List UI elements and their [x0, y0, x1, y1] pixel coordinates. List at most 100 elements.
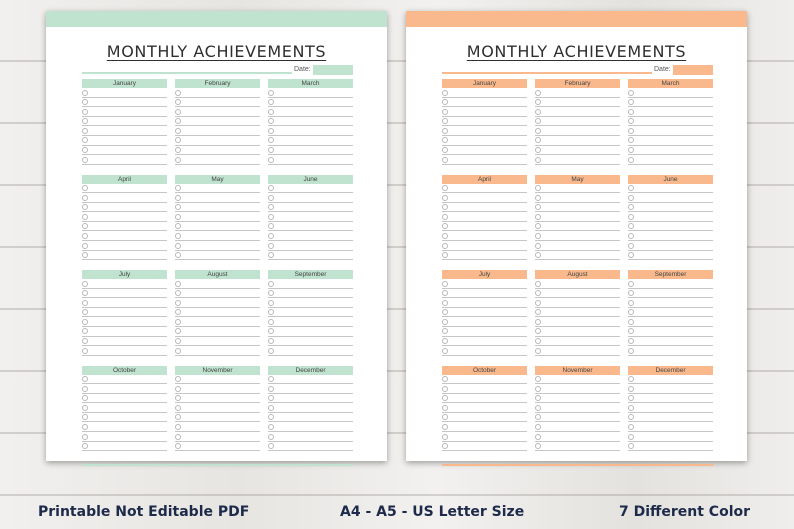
achievement-line — [175, 203, 260, 213]
achievement-line — [535, 298, 620, 308]
achievement-line — [535, 442, 620, 452]
achievement-line — [82, 432, 167, 442]
checkbox-circle-icon — [628, 290, 634, 297]
checkbox-circle-icon — [442, 127, 448, 134]
achievement-line — [268, 375, 353, 385]
checkbox-circle-icon — [82, 328, 88, 335]
achievement-line — [628, 337, 713, 347]
achievement-line — [628, 212, 713, 222]
achievement-line — [535, 241, 620, 251]
month-block-february: February — [535, 79, 620, 171]
checkbox-circle-icon — [535, 232, 541, 239]
checkbox-circle-icon — [442, 194, 448, 201]
checkbox-circle-icon — [628, 252, 634, 259]
checkbox-circle-icon — [175, 395, 181, 402]
checkbox-circle-icon — [175, 185, 181, 191]
achievement-line — [442, 375, 527, 385]
checkbox-circle-icon — [535, 433, 541, 440]
month-header: October — [442, 365, 527, 375]
month-header: March — [628, 79, 713, 88]
month-header: January — [442, 79, 527, 88]
achievement-line — [535, 375, 620, 385]
checkbox-circle-icon — [442, 232, 448, 239]
checkbox-circle-icon — [175, 423, 181, 430]
checkbox-circle-icon — [268, 328, 274, 335]
achievement-line — [628, 117, 713, 127]
achievement-line — [535, 222, 620, 232]
checkbox-circle-icon — [535, 252, 541, 259]
achievement-line — [175, 432, 260, 442]
checkbox-circle-icon — [628, 299, 634, 306]
checkbox-circle-icon — [268, 376, 274, 382]
checkbox-circle-icon — [535, 395, 541, 402]
checkbox-circle-icon — [268, 280, 274, 287]
checkbox-circle-icon — [535, 318, 541, 325]
checkbox-circle-icon — [628, 443, 634, 450]
checkbox-circle-icon — [175, 204, 181, 211]
achievement-line — [442, 222, 527, 232]
month-block-september: September — [268, 270, 353, 362]
checkbox-circle-icon — [535, 194, 541, 201]
checkbox-circle-icon — [175, 194, 181, 201]
checkbox-circle-icon — [442, 89, 448, 96]
month-block-may: May — [535, 174, 620, 267]
month-block-april: April — [442, 174, 527, 267]
achievement-line — [268, 136, 353, 146]
achievement-line — [535, 107, 620, 117]
checkbox-circle-icon — [268, 185, 274, 191]
achievement-line — [442, 212, 527, 222]
checkbox-circle-icon — [268, 395, 274, 402]
checkbox-circle-icon — [442, 376, 448, 382]
achievement-line — [82, 403, 167, 413]
achievement-line — [628, 241, 713, 251]
checkbox-circle-icon — [268, 347, 274, 354]
checkbox-circle-icon — [175, 290, 181, 297]
checkbox-circle-icon — [628, 338, 634, 345]
achievement-line — [175, 384, 260, 394]
checkbox-circle-icon — [82, 137, 88, 144]
checkbox-circle-icon — [82, 395, 88, 402]
checkbox-circle-icon — [628, 89, 634, 96]
checkbox-circle-icon — [535, 99, 541, 106]
checkbox-circle-icon — [82, 223, 88, 230]
checkbox-circle-icon — [175, 299, 181, 306]
checkbox-circle-icon — [442, 338, 448, 345]
achievement-line — [175, 231, 260, 242]
checkbox-circle-icon — [175, 118, 181, 125]
checkbox-circle-icon — [82, 338, 88, 345]
checkbox-circle-icon — [82, 385, 88, 392]
month-header: October — [82, 365, 167, 375]
checkbox-circle-icon — [628, 127, 634, 134]
achievement-line — [628, 442, 713, 452]
achievement-line — [268, 422, 353, 433]
month-block-january: January — [442, 79, 527, 171]
checkbox-circle-icon — [268, 338, 274, 345]
achievement-line — [175, 413, 260, 423]
achievement-line — [175, 394, 260, 404]
achievement-line — [175, 289, 260, 299]
month-header: September — [268, 270, 353, 279]
achievement-line — [82, 251, 167, 261]
achievement-line — [442, 403, 527, 413]
checkbox-circle-icon — [82, 423, 88, 430]
achievement-line — [175, 346, 260, 356]
achievement-line — [442, 107, 527, 117]
achievement-line — [628, 413, 713, 423]
achievement-line — [82, 327, 167, 337]
achievement-line — [442, 432, 527, 442]
achievement-line — [535, 88, 620, 98]
checkbox-circle-icon — [82, 404, 88, 411]
achievement-line — [535, 327, 620, 337]
month-header: December — [268, 365, 353, 375]
checkbox-circle-icon — [268, 433, 274, 440]
checkbox-circle-icon — [628, 414, 634, 421]
checkbox-circle-icon — [82, 376, 88, 382]
checkbox-circle-icon — [268, 194, 274, 201]
month-block-april: April — [82, 174, 167, 267]
checkbox-circle-icon — [175, 376, 181, 382]
caption-sizes: A4 - A5 - US Letter Size — [340, 504, 525, 520]
checkbox-circle-icon — [628, 185, 634, 191]
checkbox-circle-icon — [175, 433, 181, 440]
achievement-line — [535, 251, 620, 261]
checkbox-circle-icon — [628, 156, 634, 163]
